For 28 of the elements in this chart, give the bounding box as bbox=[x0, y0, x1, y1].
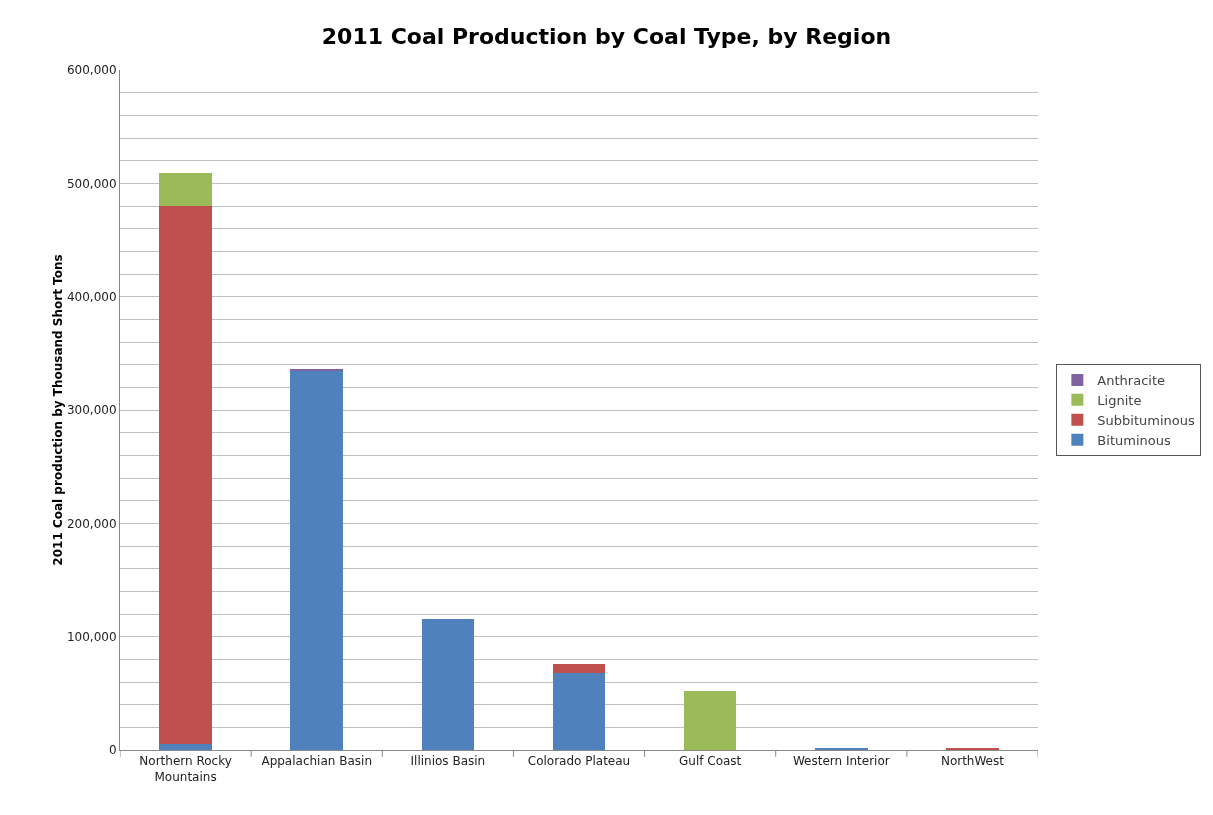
bar bbox=[552, 672, 606, 750]
legend-label: Bituminous bbox=[1097, 432, 1171, 448]
legend-label: Lignite bbox=[1097, 392, 1142, 408]
y-tick-label: 300,000 bbox=[66, 403, 117, 418]
y-tick-label: 400,000 bbox=[66, 289, 117, 304]
legend-label: Subbituminous bbox=[1097, 412, 1196, 428]
x-tick-label: Illinios Basin bbox=[410, 754, 486, 769]
x-tick-label: Western Interior bbox=[792, 754, 890, 769]
legend-label: Anthracite bbox=[1097, 373, 1165, 389]
bar bbox=[159, 173, 212, 206]
x-tick-label: Colorado Plateau bbox=[527, 754, 631, 769]
y-tick-label: 100,000 bbox=[66, 629, 117, 644]
bar bbox=[683, 691, 737, 750]
bar bbox=[159, 206, 212, 745]
x-tick-label: NorthWest bbox=[940, 754, 1005, 769]
bar bbox=[290, 371, 343, 750]
y-tick-label: 600,000 bbox=[66, 63, 117, 78]
x-tick-label: Northern Rocky Mountains bbox=[139, 754, 232, 784]
bar bbox=[552, 663, 606, 673]
bar bbox=[421, 618, 475, 750]
y-tick-label: 200,000 bbox=[66, 516, 117, 531]
x-tick-label: Appalachian Basin bbox=[261, 754, 372, 769]
y-tick-label: 0 bbox=[108, 743, 117, 758]
y-axis-title: 2011 Coal production by Thousand Short Tons bbox=[50, 254, 65, 566]
y-tick-label: 500,000 bbox=[66, 176, 117, 191]
chart-title: 2011 Coal Production by Coal Type, by Region bbox=[321, 23, 892, 49]
bar bbox=[159, 744, 212, 750]
x-tick-label: Gulf Coast bbox=[678, 754, 742, 769]
